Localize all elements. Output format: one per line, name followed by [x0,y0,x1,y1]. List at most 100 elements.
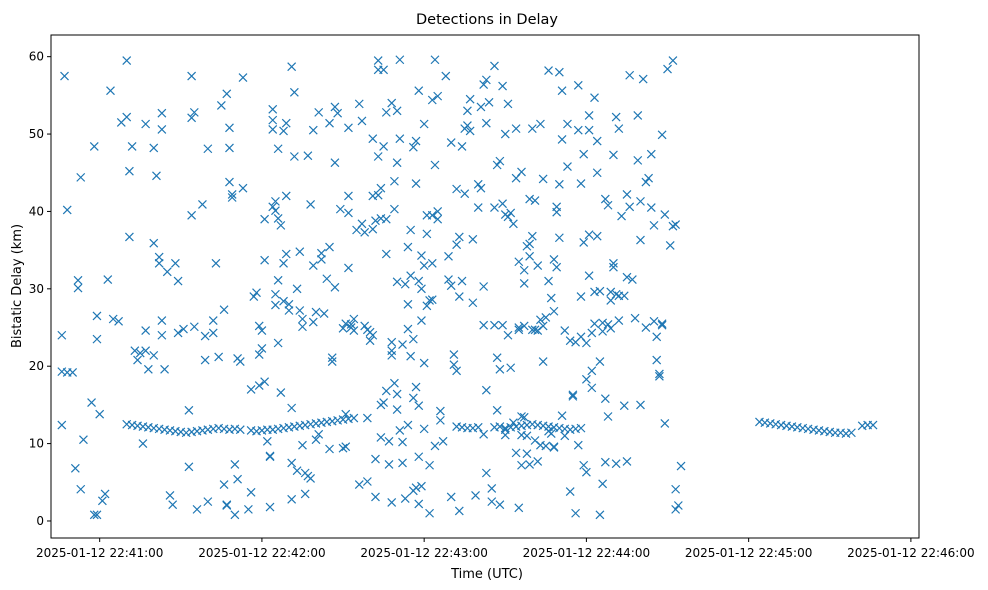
data-point [627,275,637,284]
data-point [184,462,194,472]
data-point [344,208,353,218]
data-point [311,435,321,445]
data-point [349,326,359,336]
data-point [235,425,245,435]
data-point [187,71,197,81]
data-point [173,276,183,286]
data-point [289,152,299,161]
data-point [233,474,243,484]
data-point [417,316,426,325]
data-point [449,350,459,360]
data-point [525,194,535,204]
data-point [154,252,164,262]
data-point [517,460,526,470]
data-point [419,119,429,129]
data-point [398,437,407,447]
data-point [124,166,134,176]
data-point [657,320,667,330]
data-point [435,406,445,416]
y-axis-label: Bistatic Delay (km) [10,224,25,348]
data-point [673,501,683,510]
data-point [481,75,491,85]
x-tick-label: 2025-01-12 22:45:00 [685,546,812,560]
data-point [381,107,391,117]
data-point [427,258,437,268]
data-point [490,61,499,71]
data-point [124,232,134,242]
data-point [92,311,102,321]
data-point [619,401,629,411]
data-point [408,393,418,403]
data-point [357,116,367,126]
data-point [154,258,164,268]
data-point [354,480,364,490]
data-point [473,179,483,189]
data-point [203,497,213,507]
data-point [89,510,99,520]
data-point [514,323,524,332]
data-point [557,86,567,96]
data-point [114,316,124,326]
data-point [289,87,299,97]
data-point [538,357,548,366]
data-point [427,210,437,220]
data-point [373,152,383,161]
data-point [495,156,505,166]
data-point [576,179,586,189]
data-point [473,422,483,432]
data-point [546,429,556,438]
data-point [122,56,132,65]
data-point [576,292,586,301]
data-point [511,448,521,458]
data-point [287,458,297,468]
data-point [557,411,567,421]
data-point [506,363,516,373]
data-point [127,142,137,151]
data-point [273,338,283,348]
data-point [633,111,643,120]
data-point [362,413,372,423]
data-point [444,275,453,284]
data-point [292,466,302,476]
data-point [652,355,662,365]
data-point [500,430,510,440]
data-point [349,314,359,324]
data-point [422,229,432,239]
y-tick-label: 60 [29,50,44,64]
data-point [549,442,559,452]
data-point [325,118,334,128]
data-point [70,463,80,473]
data-point [292,284,302,294]
data-point [222,89,232,99]
data-point [271,300,280,310]
data-point [287,62,297,72]
data-point [671,504,681,514]
data-point [73,275,83,285]
data-point [238,73,248,82]
data-point [508,219,518,229]
data-point [654,371,664,381]
data-point [500,129,510,139]
data-point [333,108,343,118]
data-point [246,384,256,394]
data-point [92,510,102,520]
data-point [427,295,437,305]
data-point [592,136,602,146]
data-point [560,431,570,441]
data-point [484,97,494,107]
data-point [216,100,226,110]
data-point [460,189,470,199]
data-point [476,183,486,193]
chart-title: Detections in Delay [416,12,558,28]
data-point [538,174,548,184]
data-point [403,242,413,252]
data-point [208,328,218,338]
data-point [330,102,340,112]
data-point [514,257,524,267]
data-point [462,121,472,130]
x-axis-label: Time (UTC) [450,567,523,582]
data-point [579,149,589,159]
data-point [433,207,443,216]
data-point [281,118,291,128]
